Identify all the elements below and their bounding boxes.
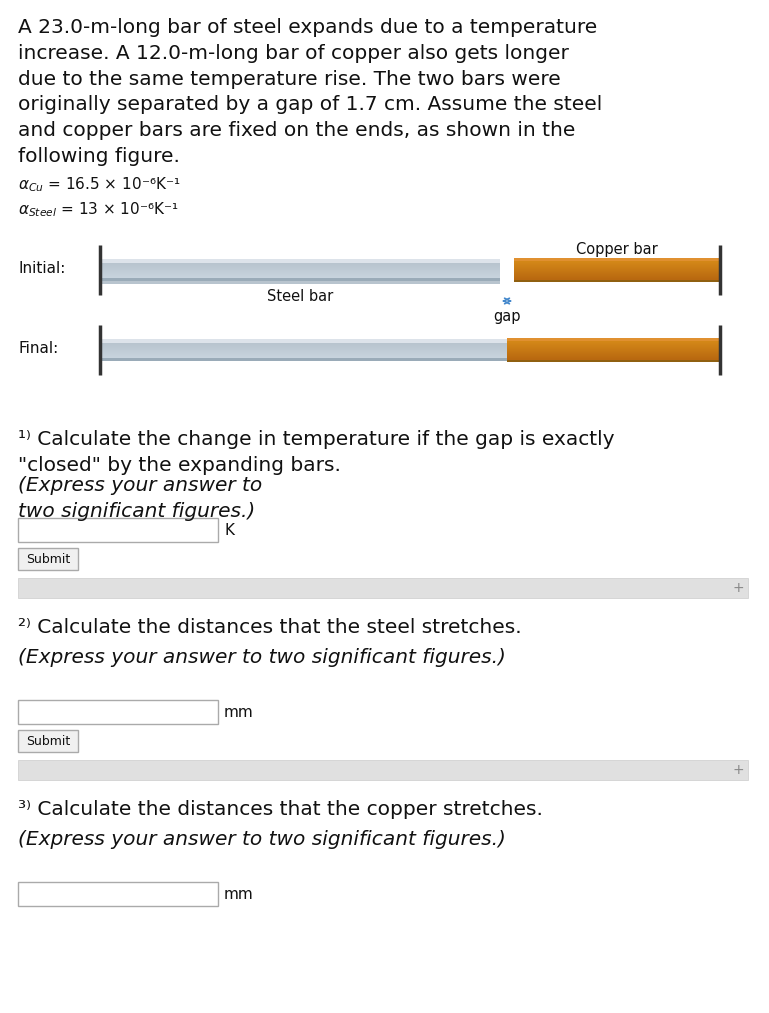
Text: mm: mm [224,704,254,719]
Bar [18,518,218,542]
Text: $\alpha_{Steel}$ = 13 × 10⁻⁶K⁻¹: $\alpha_{Steel}$ = 13 × 10⁻⁶K⁻¹ [18,200,179,219]
Text: Final:: Final: [18,340,58,356]
Bar [18,760,748,780]
Bar [18,882,218,906]
Text: (Express your answer to two significant figures.): (Express your answer to two significant … [18,648,506,667]
Bar [18,578,748,598]
Bar [18,548,78,570]
Text: Initial:: Initial: [18,260,65,276]
Text: K: K [224,523,234,538]
Text: Submit: Submit [26,552,70,565]
Text: +: + [732,581,744,595]
Text: Copper bar: Copper bar [576,242,657,257]
Text: ³⁾ Calculate the distances that the copper stretches.: ³⁾ Calculate the distances that the copp… [18,800,543,819]
Bar [100,268,500,285]
Text: ²⁾ Calculate the distances that the steel stretches.: ²⁾ Calculate the distances that the stee… [18,618,521,637]
Text: (Express your answer to
two significant figures.): (Express your answer to two significant … [18,476,262,521]
Text: gap: gap [493,309,521,324]
Bar [100,259,500,281]
Bar [18,700,218,724]
Text: Submit: Submit [26,734,70,748]
Text: ¹⁾ Calculate the change in temperature if the gap is exactly
"closed" by the exp: ¹⁾ Calculate the change in temperature i… [18,430,614,475]
Text: mm: mm [224,886,254,902]
Bar [100,278,500,281]
Text: $\alpha_{Cu}$ = 16.5 × 10⁻⁶K⁻¹: $\alpha_{Cu}$ = 16.5 × 10⁻⁶K⁻¹ [18,175,181,193]
Text: Steel bar: Steel bar [267,289,333,304]
Text: (Express your answer to two significant figures.): (Express your answer to two significant … [18,830,506,849]
Text: A 23.0-m-long bar of steel expands due to a temperature
increase. A 12.0-m-long : A 23.0-m-long bar of steel expands due t… [18,18,602,166]
Bar [18,730,78,752]
Text: +: + [732,763,744,777]
